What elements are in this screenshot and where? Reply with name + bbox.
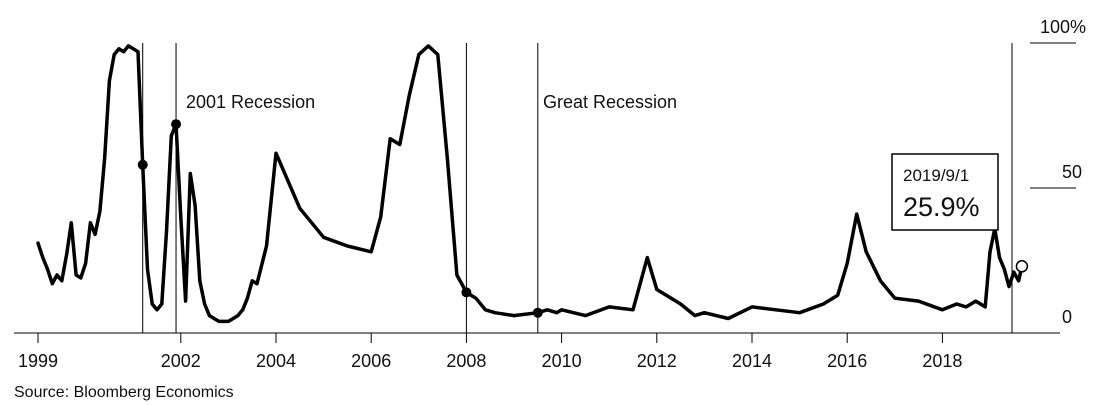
x-tick-label-2014: 2014 bbox=[732, 351, 772, 371]
x-tick-label-2002: 2002 bbox=[161, 351, 201, 371]
x-tick-label-2004: 2004 bbox=[256, 351, 296, 371]
x-tick-label-2008: 2008 bbox=[446, 351, 486, 371]
recession-markers bbox=[137, 119, 543, 318]
x-tick-label-2012: 2012 bbox=[637, 351, 677, 371]
recession-1-end-marker bbox=[532, 307, 543, 318]
x-tick-label-2018: 2018 bbox=[922, 351, 962, 371]
callout-box: 2019/9/1 25.9% bbox=[891, 153, 999, 231]
recession-0-end-marker bbox=[171, 119, 182, 130]
y-tick-label-0: 0 bbox=[1062, 307, 1072, 327]
x-tick-label-2006: 2006 bbox=[351, 351, 391, 371]
y-tick-label-100: 100% bbox=[1040, 17, 1086, 37]
x-tick-label-2016: 2016 bbox=[827, 351, 867, 371]
x-tick-label-1999: 1999 bbox=[18, 351, 58, 371]
y-axis-ticks: 0 50 100% bbox=[1040, 17, 1086, 327]
x-axis-ticks: 1999 2002 2004 2006 2008 2010 2012 2014 2016 2018 bbox=[18, 333, 962, 371]
recession-1-start-marker bbox=[461, 287, 472, 298]
callout-value: 25.9% bbox=[903, 192, 980, 222]
recession-0-start-marker bbox=[137, 159, 148, 170]
y-tick-label-50: 50 bbox=[1062, 162, 1082, 182]
latest-point-marker bbox=[1015, 260, 1029, 273]
recession-label-2001: 2001 Recession bbox=[186, 92, 315, 112]
x-tick-label-2010: 2010 bbox=[542, 351, 582, 371]
probability-series-line bbox=[36, 44, 1024, 324]
source-note: Source: Bloomberg Economics bbox=[14, 384, 234, 401]
recession-label-great: Great Recession bbox=[543, 92, 677, 112]
callout-date: 2019/9/1 bbox=[903, 166, 969, 185]
